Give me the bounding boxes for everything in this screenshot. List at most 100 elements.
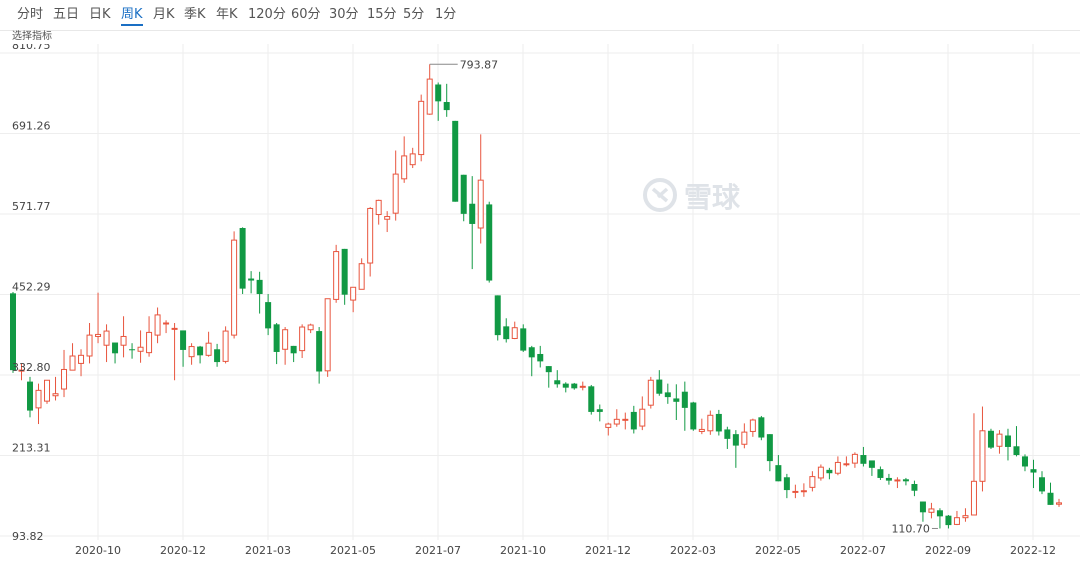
x-tick-label: 2020-12 xyxy=(160,544,206,557)
candle-body-down xyxy=(265,302,272,329)
candle-body-up xyxy=(928,508,935,513)
candle-body-down xyxy=(656,379,663,394)
candle xyxy=(273,322,280,365)
candlestick-chart: 雪球 810.75 691.26 571.77 452.29 332.80 213.31 9… xyxy=(0,44,1080,557)
candle-body-down xyxy=(341,248,348,295)
candle-body-up xyxy=(299,326,306,352)
candle xyxy=(375,199,382,225)
tab-6[interactable]: 季K xyxy=(184,7,206,22)
candle xyxy=(936,508,943,529)
candle-body-up xyxy=(103,330,110,346)
tab-7[interactable]: 年K xyxy=(216,7,238,22)
candle-body-up xyxy=(188,346,195,358)
candle-body-down xyxy=(690,402,697,430)
candle xyxy=(248,271,255,294)
candle-body-down xyxy=(758,417,765,438)
candle-body-down xyxy=(537,353,544,362)
candle-body-down xyxy=(494,295,501,336)
candle-body-down xyxy=(435,84,442,102)
candle-body-up xyxy=(979,430,986,482)
candle xyxy=(554,370,561,388)
candle-body-down xyxy=(452,120,459,202)
candle-body-down xyxy=(681,391,688,408)
candle xyxy=(698,418,705,435)
candle xyxy=(1013,426,1020,457)
candle-body-down xyxy=(214,349,221,363)
tab-9[interactable]: 60分 xyxy=(291,7,321,22)
candle xyxy=(843,456,850,467)
tab-10[interactable]: 30分 xyxy=(329,7,359,22)
tab-3[interactable]: 日K xyxy=(89,7,111,22)
tab-8[interactable]: 120分 xyxy=(248,7,286,22)
candle xyxy=(86,322,93,364)
chart-grid xyxy=(0,44,1080,540)
y-tick-label: 810.75 xyxy=(12,44,51,52)
candle xyxy=(10,291,16,373)
candle xyxy=(520,324,527,352)
candle-body-down xyxy=(868,460,875,468)
candle-body-up xyxy=(367,207,374,264)
candle xyxy=(129,343,136,359)
candle xyxy=(962,508,969,522)
indicator-selector[interactable]: 选择指标 xyxy=(12,31,52,42)
candle-body-up xyxy=(749,419,756,432)
x-tick-label: 2021-12 xyxy=(585,544,631,557)
candle xyxy=(766,434,773,472)
candle-body-down xyxy=(520,328,527,351)
tab-12[interactable]: 5分 xyxy=(403,7,425,22)
candle xyxy=(528,345,535,377)
tab-5[interactable]: 月K xyxy=(153,7,175,22)
candle xyxy=(486,201,493,283)
candle-body-up xyxy=(647,379,654,406)
period-tab-bar: 分时 五日 日K 周K 月K 季K 年K 120分 60分 30分 15分 5分 1分 xyxy=(0,0,1080,31)
candle xyxy=(384,211,391,233)
y-tick-label: 93.82 xyxy=(12,530,44,543)
candle-body-up xyxy=(401,155,408,180)
candle xyxy=(265,294,272,336)
tab-13[interactable]: 1分 xyxy=(435,7,457,22)
candle xyxy=(197,345,204,364)
candles xyxy=(10,64,1062,529)
candle-body-down xyxy=(273,324,280,352)
candle-body-up xyxy=(698,428,705,432)
candle-body-up xyxy=(894,479,901,482)
candle xyxy=(1038,471,1045,495)
candle xyxy=(562,382,569,393)
candle xyxy=(35,383,42,425)
candle-body-down xyxy=(545,366,552,373)
tab-11[interactable]: 15分 xyxy=(367,7,397,22)
candle-body-down xyxy=(664,392,671,398)
candle-body-down xyxy=(715,413,722,432)
candle xyxy=(137,330,144,363)
tab-4[interactable]: 周K xyxy=(121,6,143,26)
candle-body-up xyxy=(154,314,161,336)
candle-body-down xyxy=(783,477,790,491)
x-tick-label: 2022-03 xyxy=(670,544,716,557)
candle xyxy=(494,295,501,341)
candle-body-up xyxy=(792,490,799,493)
candle-body-up xyxy=(800,490,807,493)
candle xyxy=(860,446,867,467)
max-marker-label: 793.87 xyxy=(460,58,499,71)
candle xyxy=(1047,482,1054,505)
candle xyxy=(256,271,263,314)
candle xyxy=(749,418,756,437)
candle xyxy=(707,410,714,435)
tab-1[interactable]: 分时 xyxy=(17,7,44,22)
candle-body-up xyxy=(78,354,85,364)
candle xyxy=(401,136,408,183)
tab-2[interactable]: 五日 xyxy=(53,7,80,22)
candle xyxy=(146,316,153,357)
snowball-logo-icon xyxy=(643,178,677,212)
candle xyxy=(834,456,841,476)
candle xyxy=(443,83,450,117)
candle-body-up xyxy=(163,322,170,325)
candle xyxy=(435,82,442,121)
candle xyxy=(783,473,790,499)
min-marker-label: 110.70 xyxy=(891,522,930,535)
candle xyxy=(800,483,807,497)
candle-body-down xyxy=(129,349,136,351)
candle xyxy=(477,134,484,244)
candle-body-up xyxy=(35,389,42,409)
x-tick-label: 2021-07 xyxy=(415,544,461,557)
